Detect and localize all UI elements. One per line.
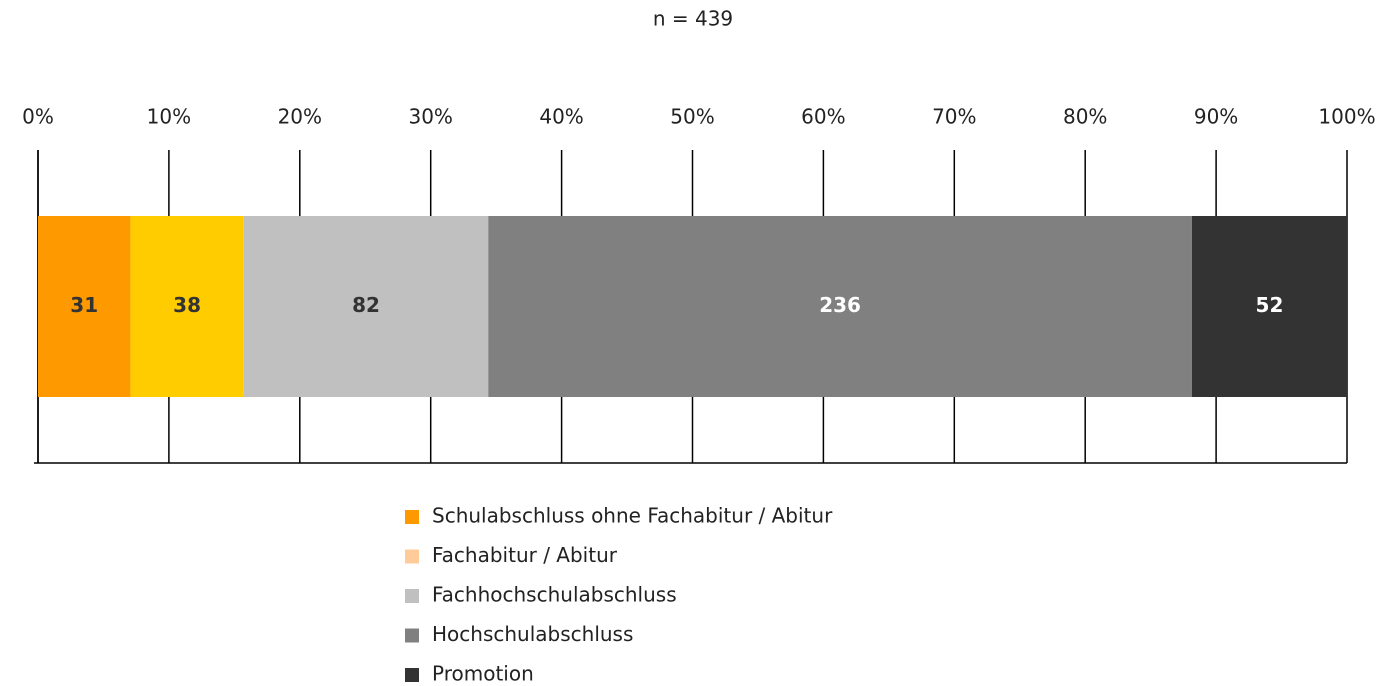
legend-label: Schulabschluss ohne Fachabitur / Abitur — [432, 504, 833, 528]
chart-subtitle: n = 439 — [653, 7, 733, 31]
x-tick-label: 20% — [278, 105, 322, 129]
data-label: 52 — [1256, 293, 1284, 317]
legend-label: Fachhochschulabschluss — [432, 583, 677, 607]
x-tick-label: 60% — [801, 105, 845, 129]
data-label: 31 — [70, 293, 98, 317]
data-label: 38 — [173, 293, 201, 317]
bar-segment — [243, 216, 489, 397]
legend-label: Fachabitur / Abitur — [432, 543, 618, 567]
data-label: 82 — [352, 293, 380, 317]
bar-segment — [38, 216, 131, 397]
legend-swatch — [405, 510, 419, 524]
legend-swatch — [405, 668, 419, 682]
x-tick-label: 90% — [1194, 105, 1238, 129]
x-tick-label: 70% — [932, 105, 976, 129]
x-tick-label: 50% — [670, 105, 714, 129]
legend-label: Hochschulabschluss — [432, 622, 633, 646]
bar-segment — [488, 216, 1192, 397]
x-tick-label: 40% — [539, 105, 583, 129]
bar-segment — [1191, 216, 1347, 397]
legend-swatch — [405, 628, 419, 643]
legend-swatch — [405, 549, 419, 564]
x-tick-label: 30% — [408, 105, 452, 129]
x-tick-label: 0% — [22, 105, 54, 129]
bar-segment — [130, 216, 244, 397]
x-tick-label: 100% — [1318, 105, 1375, 129]
legend-swatch — [405, 589, 419, 603]
x-tick-label: 80% — [1063, 105, 1107, 129]
legend-label: Promotion — [432, 662, 534, 686]
x-tick-label: 10% — [147, 105, 191, 129]
data-label: 236 — [819, 293, 861, 317]
